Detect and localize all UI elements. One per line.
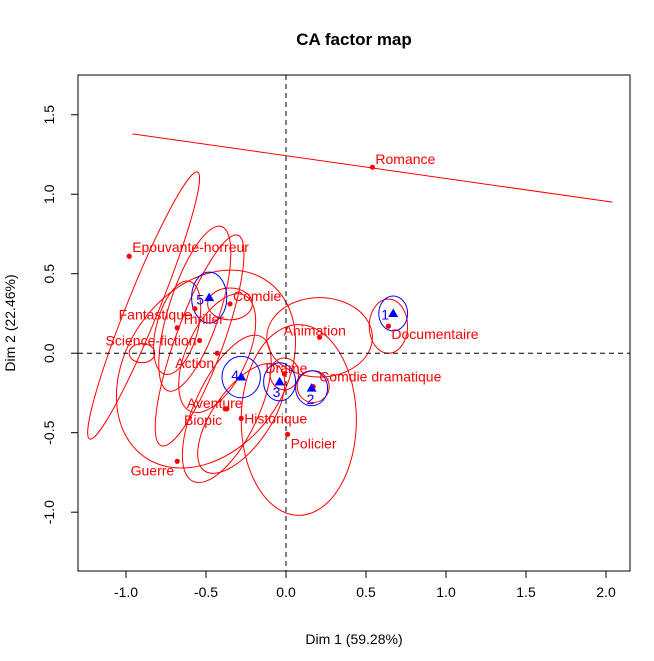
point-animation xyxy=(317,334,323,340)
point-label-policier: Policier xyxy=(291,435,337,451)
x-tick-label: 2.0 xyxy=(596,584,616,600)
point-action xyxy=(214,350,220,356)
point-label-comdie-dramatique: Comdie dramatique xyxy=(319,369,441,385)
axes: -1.0 -0.5 0.0 0.5 1.0 1.5 2.0 -1.0 -0.5 0.0 0.5 1.0… xyxy=(41,105,616,600)
x-tick-label: 0.5 xyxy=(356,584,376,600)
point-thriller xyxy=(174,325,180,331)
y-tick-label: 1.0 xyxy=(41,184,57,204)
x-tick-label: 1.5 xyxy=(516,584,536,600)
row-point-5 xyxy=(204,292,215,302)
row-point-1 xyxy=(388,308,399,317)
row-point-4 xyxy=(236,372,247,381)
point-label-comdie: Comdie xyxy=(233,288,281,304)
point-label-science-fiction: Science-fiction xyxy=(106,332,197,348)
y-tick-label: 0.5 xyxy=(41,264,57,284)
confidence-ellipse-fantastique xyxy=(158,225,232,392)
y-axis-title: Dim 2 (22.46%) xyxy=(2,274,18,371)
point-comdie xyxy=(227,301,233,307)
reference-lines xyxy=(78,75,630,571)
confidence-ellipse-action xyxy=(178,293,257,414)
point-label-2: 2 xyxy=(307,391,315,407)
point-label-historique: Historique xyxy=(244,410,307,426)
point-label-documentaire: Documentaire xyxy=(391,326,478,342)
point-science-fiction xyxy=(197,337,203,344)
confidence-ellipse-biopic xyxy=(115,269,297,469)
point-label-5: 5 xyxy=(196,292,204,308)
confidence-ellipse-aventure xyxy=(181,334,272,484)
point-label-aventure: Aventure xyxy=(187,395,243,411)
confidence-ellipse-4 xyxy=(221,355,261,399)
point-biopic xyxy=(222,406,228,412)
point-label-1: 1 xyxy=(381,306,389,322)
point-label-epouvante-horreur: Epouvante-horreur xyxy=(132,239,249,255)
chart-title: CA factor map xyxy=(296,30,412,49)
point-label-animation: Animation xyxy=(284,322,346,338)
point-drame xyxy=(281,371,287,377)
x-tick-label: -1.0 xyxy=(114,584,138,600)
point-guerre xyxy=(174,458,180,464)
point-label-3: 3 xyxy=(273,384,281,400)
y-tick-label: 1.5 xyxy=(41,105,57,125)
point-label-drame: Drame xyxy=(265,360,307,376)
x-tick-label: 1.0 xyxy=(436,584,456,600)
x-axis-title: Dim 1 (59.28%) xyxy=(305,631,402,647)
point-label-romance: Romance xyxy=(375,151,435,167)
row-point-2 xyxy=(306,383,317,392)
y-tick-label: -1.0 xyxy=(41,500,57,524)
point-label-action: Action xyxy=(175,355,214,371)
confidence-ellipse-thriller xyxy=(153,280,202,375)
point-documentaire xyxy=(385,323,391,329)
plot-frame xyxy=(77,74,631,572)
point-label-fantastique: Fantastique xyxy=(119,307,192,323)
data-points: Romance Epouvante-horreur Fantastique Comdi… xyxy=(106,151,479,478)
row-point-3 xyxy=(274,376,285,386)
point-fantastique xyxy=(192,306,198,312)
y-tick-label: 0.0 xyxy=(41,343,57,363)
point-label-biopic: Biopic xyxy=(184,412,222,428)
point-romance xyxy=(369,164,375,170)
confidence-ellipse-3 xyxy=(263,362,297,402)
x-tick-label: -0.5 xyxy=(194,584,218,600)
point-historique xyxy=(238,415,244,421)
point-label-guerre: Guerre xyxy=(131,462,175,478)
confidence-ellipse-1 xyxy=(378,295,409,332)
point-label-thriller: Thriller xyxy=(181,311,224,327)
confidence-ellipse-5 xyxy=(191,271,228,324)
y-tick-label: -0.5 xyxy=(41,420,57,444)
point-policier xyxy=(285,431,291,437)
confidence-ellipse-historique xyxy=(197,362,286,474)
confidence-ellipse-epouvante-horreur xyxy=(87,171,201,440)
confidence-ellipse-science-fiction xyxy=(154,234,245,447)
point-epouvante-horreur xyxy=(126,253,132,259)
confidence-ellipse-2 xyxy=(295,370,329,407)
point-label-4: 4 xyxy=(231,367,239,383)
x-tick-label: 0.0 xyxy=(276,584,296,600)
confidence-ellipse-animation xyxy=(266,297,373,378)
